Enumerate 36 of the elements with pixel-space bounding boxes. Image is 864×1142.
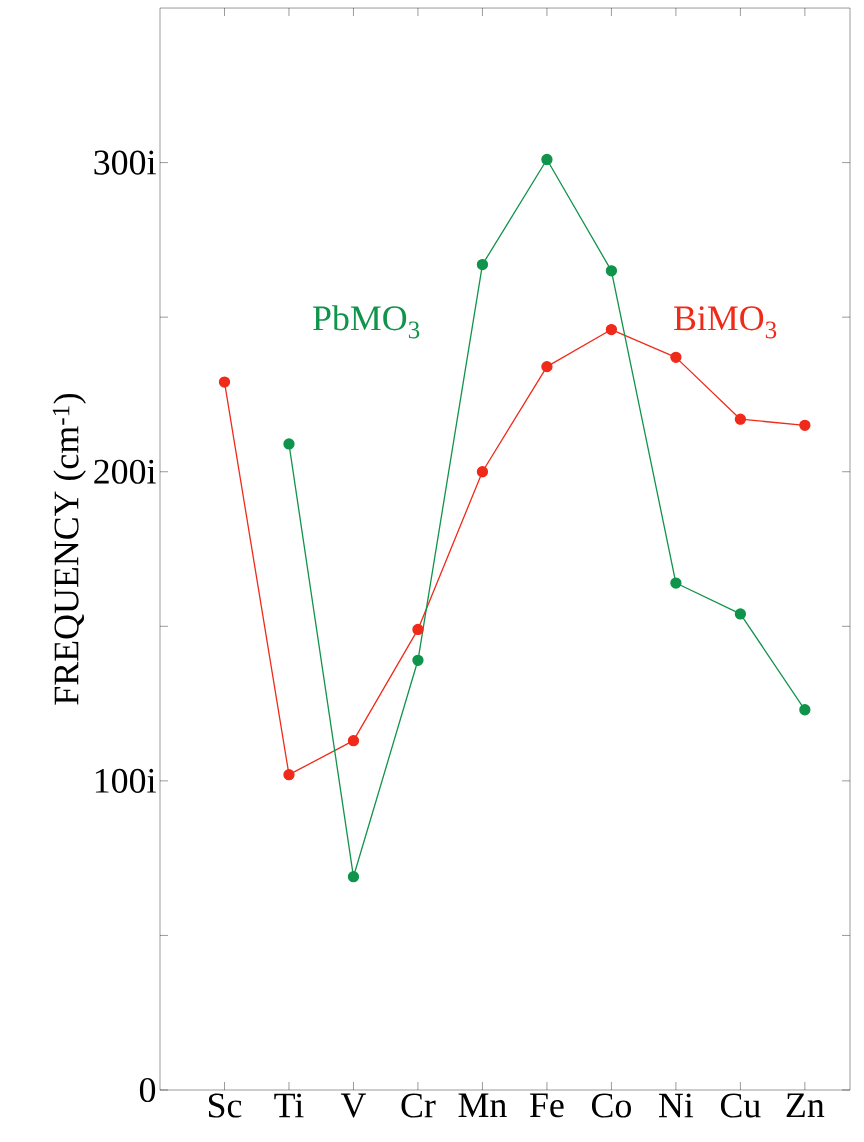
x-tick-label: Cr [401, 1093, 436, 1118]
point [347, 735, 360, 747]
point [605, 323, 618, 336]
point [670, 351, 682, 364]
y-axis-title: FREQUENCY (cm$^{-1}$) [52, 393, 86, 705]
point [670, 577, 682, 589]
x-tick-label: Fe [530, 1093, 564, 1118]
x-tick-label: Ti [274, 1093, 304, 1118]
point [541, 153, 553, 166]
point [799, 704, 811, 716]
x-tick-label: Sc [208, 1093, 242, 1118]
point [799, 419, 811, 432]
point [605, 265, 618, 277]
point [412, 623, 424, 636]
point [541, 360, 553, 373]
x-tick-label: Co [591, 1093, 631, 1118]
point [347, 871, 360, 883]
series-label: PbMO$_{3}$ [313, 305, 420, 339]
point [476, 258, 489, 271]
y-tick-label: 300i [94, 150, 156, 175]
point [734, 608, 747, 620]
x-tick-label: Cu [720, 1093, 761, 1118]
point [476, 466, 489, 478]
point [283, 769, 295, 781]
point [412, 654, 424, 666]
x-tick-label: V [340, 1093, 367, 1118]
x-tick-label: Zn [786, 1093, 825, 1117]
point [734, 413, 747, 425]
y-tick-label: 200i [94, 459, 156, 484]
y-tick-label: 100i [95, 768, 156, 793]
series-label: BiMO$_{3}$ [674, 306, 777, 339]
x-tick-label: Mn [458, 1093, 507, 1117]
point [283, 438, 295, 450]
x-tick-label: Ni [658, 1093, 694, 1118]
y-tick-label: 0 [139, 1077, 156, 1103]
point [218, 376, 231, 388]
